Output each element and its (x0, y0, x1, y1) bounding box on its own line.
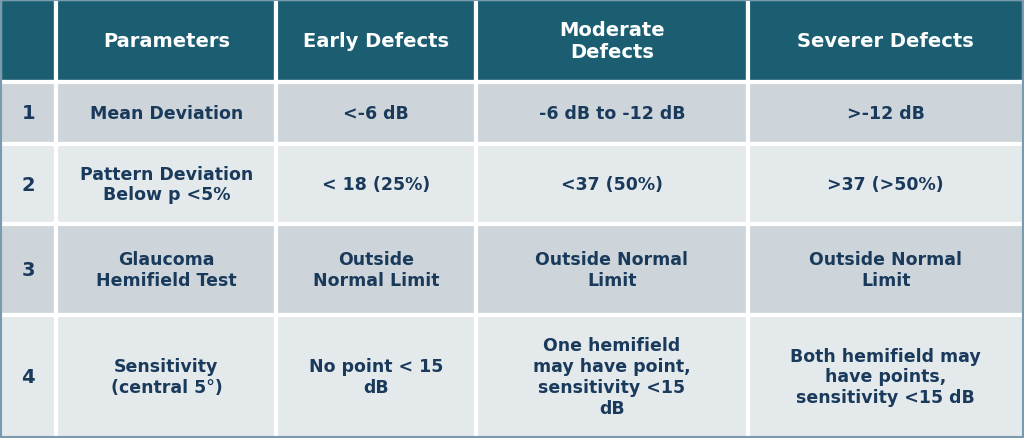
FancyBboxPatch shape (0, 315, 56, 438)
Text: Moderate
Defects: Moderate Defects (559, 21, 665, 62)
Text: 2: 2 (22, 175, 35, 194)
FancyBboxPatch shape (276, 225, 476, 315)
FancyBboxPatch shape (476, 83, 748, 145)
Text: >-12 dB: >-12 dB (847, 105, 925, 123)
FancyBboxPatch shape (56, 0, 276, 83)
FancyBboxPatch shape (276, 145, 476, 225)
Text: Mean Deviation: Mean Deviation (90, 105, 243, 123)
Text: >37 (>50%): >37 (>50%) (827, 176, 944, 194)
FancyBboxPatch shape (476, 315, 748, 438)
FancyBboxPatch shape (476, 0, 748, 83)
FancyBboxPatch shape (748, 225, 1024, 315)
Text: 3: 3 (22, 261, 35, 279)
FancyBboxPatch shape (276, 83, 476, 145)
Text: Parameters: Parameters (102, 32, 230, 51)
FancyBboxPatch shape (0, 0, 56, 83)
Text: Both hemifield may
have points,
sensitivity <15 dB: Both hemifield may have points, sensitiv… (791, 347, 981, 406)
Text: Glaucoma
Hemifield Test: Glaucoma Hemifield Test (96, 251, 237, 289)
FancyBboxPatch shape (56, 315, 276, 438)
Text: Pattern Deviation
Below p <5%: Pattern Deviation Below p <5% (80, 165, 253, 204)
Text: <-6 dB: <-6 dB (343, 105, 410, 123)
Text: Early Defects: Early Defects (303, 32, 450, 51)
Text: Outside Normal
Limit: Outside Normal Limit (809, 251, 963, 289)
FancyBboxPatch shape (276, 315, 476, 438)
Text: One hemifield
may have point,
sensitivity <15
dB: One hemifield may have point, sensitivit… (534, 336, 690, 417)
FancyBboxPatch shape (748, 145, 1024, 225)
Text: Outside Normal
Limit: Outside Normal Limit (536, 251, 688, 289)
Text: <37 (50%): <37 (50%) (561, 176, 663, 194)
FancyBboxPatch shape (0, 225, 56, 315)
FancyBboxPatch shape (56, 83, 276, 145)
Text: -6 dB to -12 dB: -6 dB to -12 dB (539, 105, 685, 123)
Text: < 18 (25%): < 18 (25%) (323, 176, 430, 194)
FancyBboxPatch shape (476, 225, 748, 315)
FancyBboxPatch shape (56, 145, 276, 225)
Text: Outside
Normal Limit: Outside Normal Limit (313, 251, 439, 289)
FancyBboxPatch shape (476, 145, 748, 225)
FancyBboxPatch shape (748, 83, 1024, 145)
FancyBboxPatch shape (56, 225, 276, 315)
Text: 4: 4 (22, 367, 35, 386)
Text: 1: 1 (22, 104, 35, 123)
Text: No point < 15
dB: No point < 15 dB (309, 357, 443, 396)
FancyBboxPatch shape (0, 83, 56, 145)
FancyBboxPatch shape (276, 0, 476, 83)
FancyBboxPatch shape (748, 0, 1024, 83)
FancyBboxPatch shape (0, 145, 56, 225)
Text: Severer Defects: Severer Defects (798, 32, 974, 51)
Text: Sensitivity
(central 5°): Sensitivity (central 5°) (111, 357, 222, 396)
FancyBboxPatch shape (748, 315, 1024, 438)
